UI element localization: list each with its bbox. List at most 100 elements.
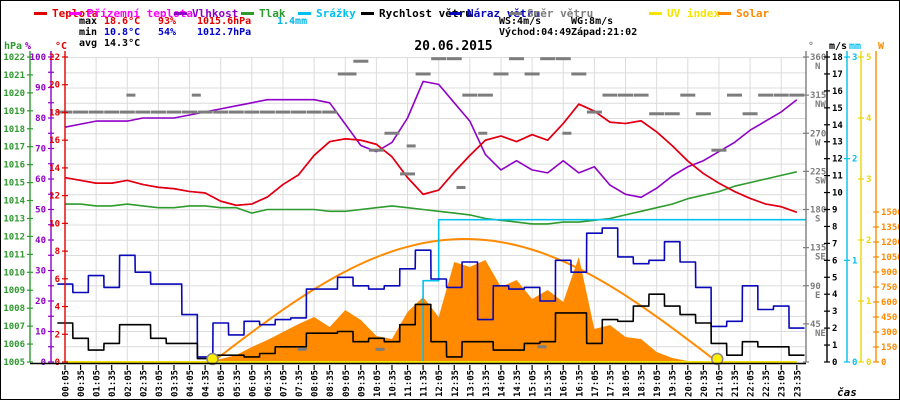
series-wind-dir-dash	[347, 72, 357, 76]
legend-swatch	[361, 12, 374, 15]
stat-wind-max: WS:4m/s	[499, 16, 542, 27]
axis-tick-label: %	[25, 41, 31, 52]
x-axis-time-label: 20:05	[684, 370, 694, 397]
x-axis-time-label: 17:05	[591, 370, 601, 397]
axis-tick-label: 2	[832, 324, 837, 334]
axis-tick-label: 1	[866, 297, 871, 307]
axis-tick-label: hPa	[4, 41, 22, 52]
axis-tick-label: 900	[881, 268, 897, 278]
stat-sunset: Západ:21:02	[571, 27, 638, 38]
series-wind-dir-dash	[135, 110, 151, 114]
series-wind-dir-dash	[150, 110, 166, 114]
x-axis-time-label: 18:05	[622, 370, 632, 397]
x-axis-time-label: 13:05	[466, 370, 476, 397]
x-axis-time-label: 21:05	[715, 370, 725, 397]
x-axis-time-label: 15:05	[529, 370, 539, 397]
series-wind-dir-dash	[297, 347, 307, 351]
legend-label: Tlak	[259, 7, 286, 20]
series-wind-dir-dash	[119, 110, 135, 114]
legend-item-2: Přízemní teplota	[69, 3, 193, 20]
axis-tick-label: 135	[810, 244, 826, 254]
axis-tick-label: SE	[815, 253, 826, 263]
axis-tick-label: 1010	[3, 268, 25, 278]
axis-tick-label: 13	[832, 138, 843, 148]
x-axis-time-label: 01:35	[108, 370, 118, 397]
series-wind-dir-dash	[773, 93, 789, 97]
series-wind-dir-dash	[586, 110, 602, 114]
axis-tick-label: 1013	[3, 214, 25, 224]
stat-avg-label: avg	[79, 38, 98, 49]
series-ground_temp-line	[64, 103, 798, 214]
axis-tick-label: 3	[852, 53, 857, 63]
x-axis-time-label: 14:35	[513, 370, 523, 397]
sunrise-marker	[206, 352, 219, 366]
legend-label: UV index	[667, 7, 720, 20]
axis-tick-label: NE	[815, 329, 826, 339]
axis-tick-label: 1014	[3, 197, 25, 207]
series-wind-dir-dash	[431, 57, 447, 61]
x-axis-time-label: 12:05	[435, 370, 445, 397]
stat-gust-max: WG:8m/s	[571, 16, 614, 27]
series-wind-dir-dash	[306, 110, 322, 114]
series-wind-dir-dash	[456, 185, 466, 189]
series-wind-dir-dash	[680, 93, 696, 97]
stat-avg-temp: 14.3°C	[104, 38, 141, 49]
axis-tick-label: 1021	[3, 71, 25, 81]
x-axis-time-label: 18:35	[638, 370, 648, 397]
series-pressure-line	[65, 171, 797, 225]
stat-max-humidity: 93%	[158, 16, 177, 27]
x-axis-time-label: 06:05	[248, 370, 258, 397]
legend-label: Přízemní teplota	[87, 7, 193, 20]
axis-tick-label: 60	[35, 175, 46, 185]
legend-item-8: Směr větru	[509, 3, 594, 20]
axis-tick-label: NW	[815, 100, 826, 110]
axis-tick-label: 1050	[881, 253, 899, 263]
axis-tick-label: 1200	[881, 238, 899, 248]
axis-tick-label: 16	[832, 87, 843, 97]
axis-tick-label: 12	[832, 155, 843, 165]
x-axis-time-label: 08:35	[326, 370, 336, 397]
axis-tick-label: 5	[832, 273, 837, 283]
series-wind-dir-dash	[524, 72, 540, 76]
series-wind-dir-dash	[649, 112, 665, 116]
axis-tick-label: 30	[35, 267, 46, 277]
axis-tick-label: 1	[832, 341, 837, 351]
axis-tick-label: 0	[881, 358, 886, 368]
series-wind-dir-dash	[375, 347, 385, 351]
axis-tick-label: 1016	[3, 161, 25, 171]
x-axis-time-label: 02:05	[124, 370, 134, 397]
axis-tick-label: 12	[49, 192, 60, 202]
axis-tick-label: 15	[832, 104, 843, 114]
series-wind-dir-dash	[291, 110, 307, 114]
legend-label: Rychlost větru	[379, 7, 472, 20]
axis-tick-label: 70	[35, 145, 46, 155]
sunset-marker	[711, 352, 724, 366]
axis-tick-label: 0	[852, 358, 857, 368]
axis-tick-label: 22	[49, 53, 60, 63]
axis-tick-label: N	[815, 62, 820, 72]
stat-min-pressure: 1012.7hPa	[197, 27, 252, 38]
series-wind-dir-dash	[446, 57, 462, 61]
legend-item-9: UV index	[649, 3, 720, 20]
axis-tick-label: °C	[55, 41, 67, 52]
series-wind-dir-dash	[537, 345, 547, 349]
stat-rain-total: 1.4mm	[277, 16, 308, 27]
legend-swatch	[509, 12, 522, 15]
axis-tick-label: 2	[852, 155, 857, 165]
axis-tick-label: 3	[866, 175, 871, 185]
series-wind-dir-dash	[166, 110, 182, 114]
axis-tick-label: 40	[35, 236, 46, 246]
legend-item-10: Solar	[718, 3, 769, 20]
axis-tick-label: 450	[881, 313, 897, 323]
axis-tick-label: 600	[881, 298, 897, 308]
x-axis-time-label: 00:05	[62, 370, 72, 397]
axis-tick-label: 1	[852, 256, 857, 266]
stat-max-label: max	[79, 16, 98, 27]
chart-title: 20.06.2015	[414, 39, 493, 54]
legend-label: Směr větru	[527, 7, 594, 20]
axis-tick-label: 1005	[3, 358, 25, 368]
x-axis-time-label: 09:05	[342, 370, 352, 397]
axis-tick-label: 0	[866, 358, 871, 368]
series-wind-dir-dash	[742, 112, 758, 116]
